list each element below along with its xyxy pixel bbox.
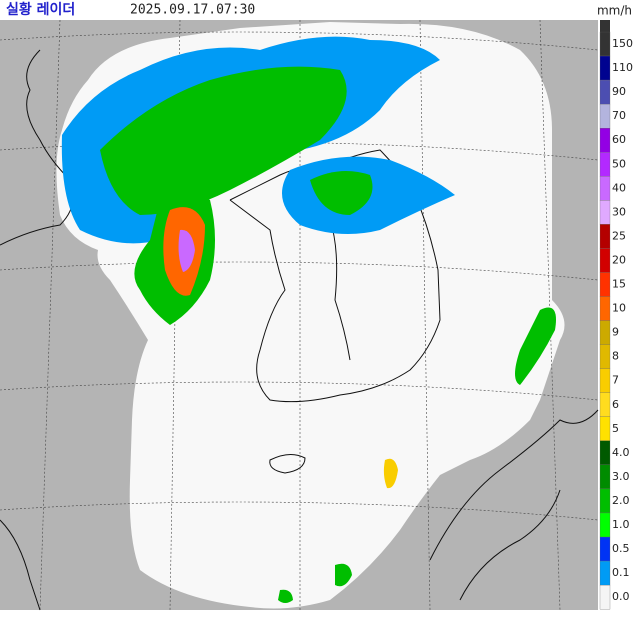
legend-label: 70 — [612, 109, 626, 122]
legend-label: 6 — [612, 398, 619, 411]
coastline — [0, 49, 599, 611]
legend-label: 2.0 — [612, 494, 630, 507]
legend-swatch — [599, 272, 611, 297]
timestamp: 2025.09.17.07:30 — [130, 3, 255, 18]
legend-swatch — [599, 344, 611, 369]
legend-swatch — [599, 584, 611, 610]
legend-swatch — [599, 31, 611, 57]
legend-label: 150 — [612, 37, 633, 50]
echo-moderate — [335, 563, 352, 587]
legend-label: 30 — [612, 205, 626, 218]
echo-moderate — [383, 458, 398, 489]
legend-label: 90 — [612, 85, 626, 98]
legend-label: 10 — [612, 302, 626, 315]
legend-label: 0.5 — [612, 542, 630, 555]
legend-label: 25 — [612, 229, 626, 242]
legend-label: 20 — [612, 253, 626, 266]
legend-label: 7 — [612, 374, 619, 387]
legend-swatch — [599, 392, 611, 417]
legend-swatch — [599, 368, 611, 393]
legend-label: 40 — [612, 181, 626, 194]
legend-swatch — [599, 176, 611, 201]
legend-swatch — [599, 512, 611, 538]
echo-moderate — [100, 66, 347, 216]
legend-label: 9 — [612, 326, 619, 339]
echo-moderate — [310, 171, 373, 215]
echo-moderate — [278, 589, 293, 603]
legend-swatch — [599, 55, 611, 81]
legend-label: 15 — [612, 278, 626, 291]
legend-unit: mm/h — [597, 4, 632, 18]
legend-label: 0.1 — [612, 566, 630, 579]
legend-swatch — [599, 488, 611, 514]
legend: 150 110 90 70 60 50 40 30 25 20 15 10 9 8 7 6 5 4.0 3.0 2.0… — [599, 20, 633, 610]
legend-label: 50 — [612, 157, 626, 170]
legend-label: 4.0 — [612, 446, 630, 459]
legend-swatch — [599, 224, 611, 249]
legend-swatch — [599, 440, 611, 466]
legend-swatch — [599, 536, 611, 562]
legend-swatch — [599, 152, 611, 177]
legend-swatch — [599, 464, 611, 490]
precipitation-echoes — [61, 36, 556, 603]
legend-top — [600, 20, 610, 32]
map — [0, 19, 599, 611]
legend-swatch — [599, 200, 611, 225]
legend-label: 60 — [612, 133, 626, 146]
legend-swatch — [599, 320, 611, 345]
legend-label: 110 — [612, 61, 633, 74]
legend-swatch — [599, 560, 611, 586]
title: 실황 레이더 — [6, 1, 75, 18]
legend-label: 5 — [612, 422, 619, 435]
legend-label: 0.0 — [612, 590, 630, 603]
legend-swatch — [599, 248, 611, 273]
legend-swatch — [599, 296, 611, 321]
legend-label: 3.0 — [612, 470, 630, 483]
echo-moderate — [515, 307, 556, 385]
legend-swatch — [599, 79, 611, 105]
legend-swatch — [599, 416, 611, 441]
legend-label: 8 — [612, 350, 619, 363]
legend-swatch — [599, 103, 611, 129]
legend-swatch — [599, 128, 611, 153]
legend-label: 1.0 — [612, 518, 630, 531]
echo-intense — [178, 229, 195, 272]
